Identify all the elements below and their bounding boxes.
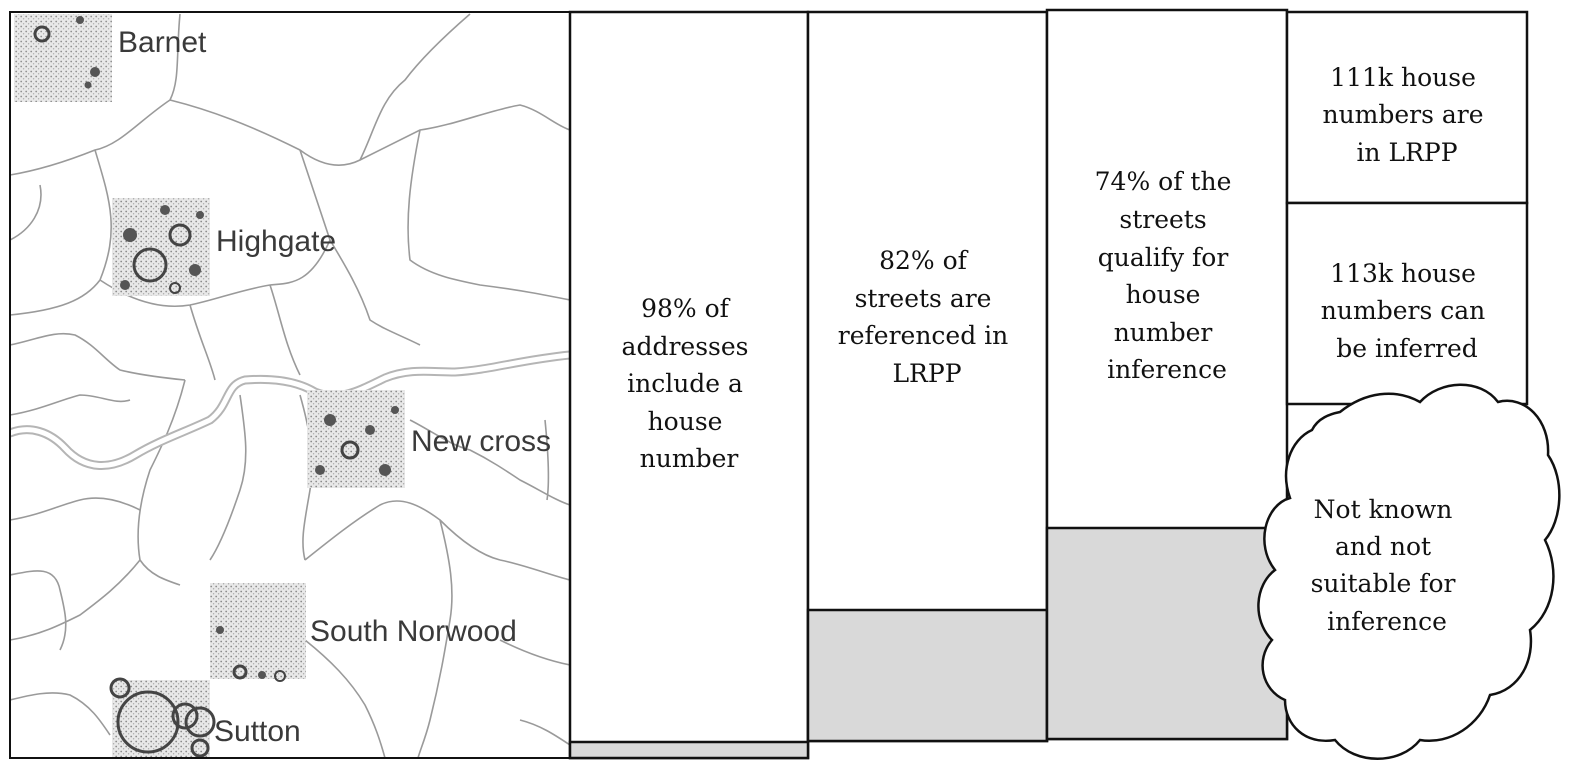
text-line: 98% of xyxy=(641,294,731,323)
box-inferred xyxy=(1285,201,1529,406)
column-shaded-remainder xyxy=(806,608,1049,743)
column-text: 74% of the streets qualify for house num… xyxy=(1095,167,1240,384)
thames-river xyxy=(10,350,570,470)
text-line: streets xyxy=(1119,205,1206,234)
text-line: suitable for xyxy=(1311,569,1456,598)
map-label-new-cross: New cross xyxy=(411,425,551,458)
sample-area-sutton xyxy=(109,677,216,758)
text-line: 74% of the xyxy=(1095,167,1232,196)
box-inferred-text: 113k house numbers can be inferred xyxy=(1321,259,1493,363)
map-label-barnet: Barnet xyxy=(118,26,207,59)
box-known-text: 111k house numbers are in LRPP xyxy=(1322,63,1491,167)
text-line: inference xyxy=(1107,355,1227,384)
text-line: number xyxy=(1114,318,1213,347)
column-box xyxy=(568,10,810,760)
column-text: 98% of addresses include a house number xyxy=(622,294,757,473)
cloud-text: Not known and not suitable for inference xyxy=(1311,495,1464,636)
text-line: number xyxy=(640,444,739,473)
text-line: 111k house xyxy=(1330,63,1476,92)
text-line: 113k house xyxy=(1330,259,1476,288)
text-line: numbers can xyxy=(1321,296,1485,325)
map-label-south-norwood: South Norwood xyxy=(310,615,517,648)
london-map: Barnet Highgate New cross xyxy=(10,12,570,758)
column-streets-lrpp: 82% of streets are referenced in LRPP xyxy=(806,10,1049,743)
text-line: LRPP xyxy=(892,359,961,388)
text-line: referenced in xyxy=(838,321,1008,350)
sample-area-barnet xyxy=(14,14,112,102)
column-text: 82% of streets are referenced in LRPP xyxy=(838,246,1016,388)
column-house-numbers: 111k house numbers are in LRPP 113k hous… xyxy=(1285,10,1529,406)
text-line: inference xyxy=(1327,607,1447,636)
column-shaded-remainder xyxy=(1045,526,1289,741)
column-streets-inference: 74% of the streets qualify for house num… xyxy=(1045,8,1289,741)
cloud-unknown: Not known and not suitable for inference xyxy=(1257,383,1561,760)
text-line: house xyxy=(648,407,723,436)
text-line: in LRPP xyxy=(1356,138,1457,167)
column-shaded-remainder xyxy=(568,740,810,760)
box-known-in-lrpp xyxy=(1285,10,1529,205)
map-label-highgate: Highgate xyxy=(216,225,336,258)
sample-area-highgate xyxy=(112,198,210,296)
sample-area-new-cross xyxy=(307,390,405,488)
text-line: and not xyxy=(1335,532,1431,561)
text-line: addresses xyxy=(622,332,749,361)
cloud-shape xyxy=(1257,383,1561,760)
text-line: 82% of xyxy=(879,246,969,275)
text-line: qualify for xyxy=(1098,243,1229,272)
text-line: Not known xyxy=(1314,495,1453,524)
text-line: streets are xyxy=(855,284,992,313)
text-line: numbers are xyxy=(1322,100,1483,129)
text-line: house xyxy=(1126,280,1201,309)
borough-boundaries xyxy=(10,13,570,758)
map-label-sutton: Sutton xyxy=(214,715,301,748)
sample-area-south-norwood xyxy=(210,583,306,682)
text-line: be inferred xyxy=(1336,334,1478,363)
column-addresses: 98% of addresses include a house number xyxy=(568,10,810,760)
text-line: include a xyxy=(627,369,743,398)
